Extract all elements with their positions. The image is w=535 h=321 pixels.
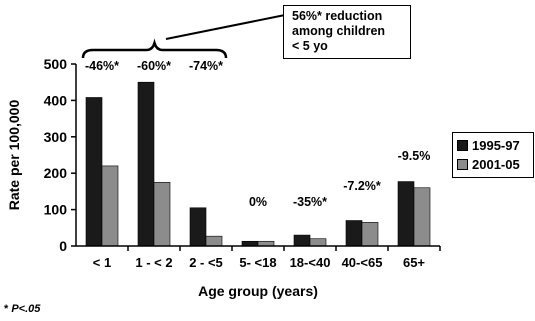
x-tick-label: 2 - <5 [189, 255, 223, 270]
callout-box: 56%* reduction among children < 5 yo [283, 5, 411, 59]
bar-series-1 [397, 181, 415, 247]
callout-line-3: < 5 yo [292, 39, 328, 53]
y-axis-label: Rate per 100,000 [6, 100, 22, 211]
x-axis-ticks: < 1 1 - < 2 2 - <5 5- <18 18-<40 40-<65 65+ [93, 246, 441, 270]
y-tick-label: 300 [44, 129, 68, 145]
x-tick-label: 40-<65 [342, 255, 383, 270]
footnote: * P<.05 [4, 303, 40, 315]
change-labels: -46%* -60%* -74%* 0% -35%* -7.2%* -9.5% [85, 59, 430, 209]
callout-brace [81, 38, 228, 59]
y-tick-label: 200 [44, 165, 68, 181]
legend-item-series-2: 2001-05 [457, 155, 533, 174]
footnote-text: P<.05 [11, 303, 41, 315]
legend-swatch-series-1 [457, 140, 468, 151]
y-axis-ticks: 0 100 200 300 400 500 [44, 56, 76, 254]
change-label: -35%* [293, 195, 327, 209]
x-tick-label: 18-<40 [290, 255, 331, 270]
change-label: 0% [249, 195, 267, 209]
bar-series-2 [205, 235, 223, 247]
change-label: -7.2%* [343, 179, 381, 193]
y-tick-label: 0 [59, 238, 67, 254]
bar-series-2 [101, 165, 119, 247]
callout-line-2: among children [292, 24, 386, 38]
change-label: -74%* [189, 59, 223, 73]
y-tick-label: 100 [44, 202, 68, 218]
x-tick-label: 1 - < 2 [135, 255, 172, 270]
legend-label-series-1: 1995-97 [472, 138, 520, 153]
bar-series-2 [361, 222, 379, 247]
callout-line-1: 56%* reduction [292, 9, 383, 23]
x-tick-label: 5- <18 [239, 255, 276, 270]
change-label: -60%* [137, 59, 171, 73]
y-tick-label: 400 [44, 92, 68, 108]
x-tick-label: 65+ [403, 255, 425, 270]
legend-item-series-1: 1995-97 [457, 136, 533, 155]
bar-series-2 [413, 187, 431, 247]
y-tick-label: 500 [44, 56, 68, 72]
bar-series-2 [153, 182, 171, 247]
legend: 1995-97 2001-05 [452, 132, 534, 178]
bar-series-1 [293, 234, 311, 247]
bar-series-2 [309, 238, 327, 247]
bar-series-1 [137, 81, 155, 247]
callout-pointer-line [165, 14, 286, 40]
x-axis-label: Age group (years) [198, 283, 318, 299]
bar-series-1 [345, 220, 363, 247]
footnote-star: * [4, 303, 12, 315]
x-tick-label: < 1 [93, 255, 111, 270]
bar-series-1 [85, 97, 103, 247]
change-label: -46%* [85, 59, 119, 73]
change-label: -9.5% [398, 149, 431, 163]
bars [85, 81, 431, 247]
bar-series-1 [189, 207, 207, 247]
legend-label-series-2: 2001-05 [472, 157, 520, 172]
legend-swatch-series-2 [457, 159, 468, 170]
